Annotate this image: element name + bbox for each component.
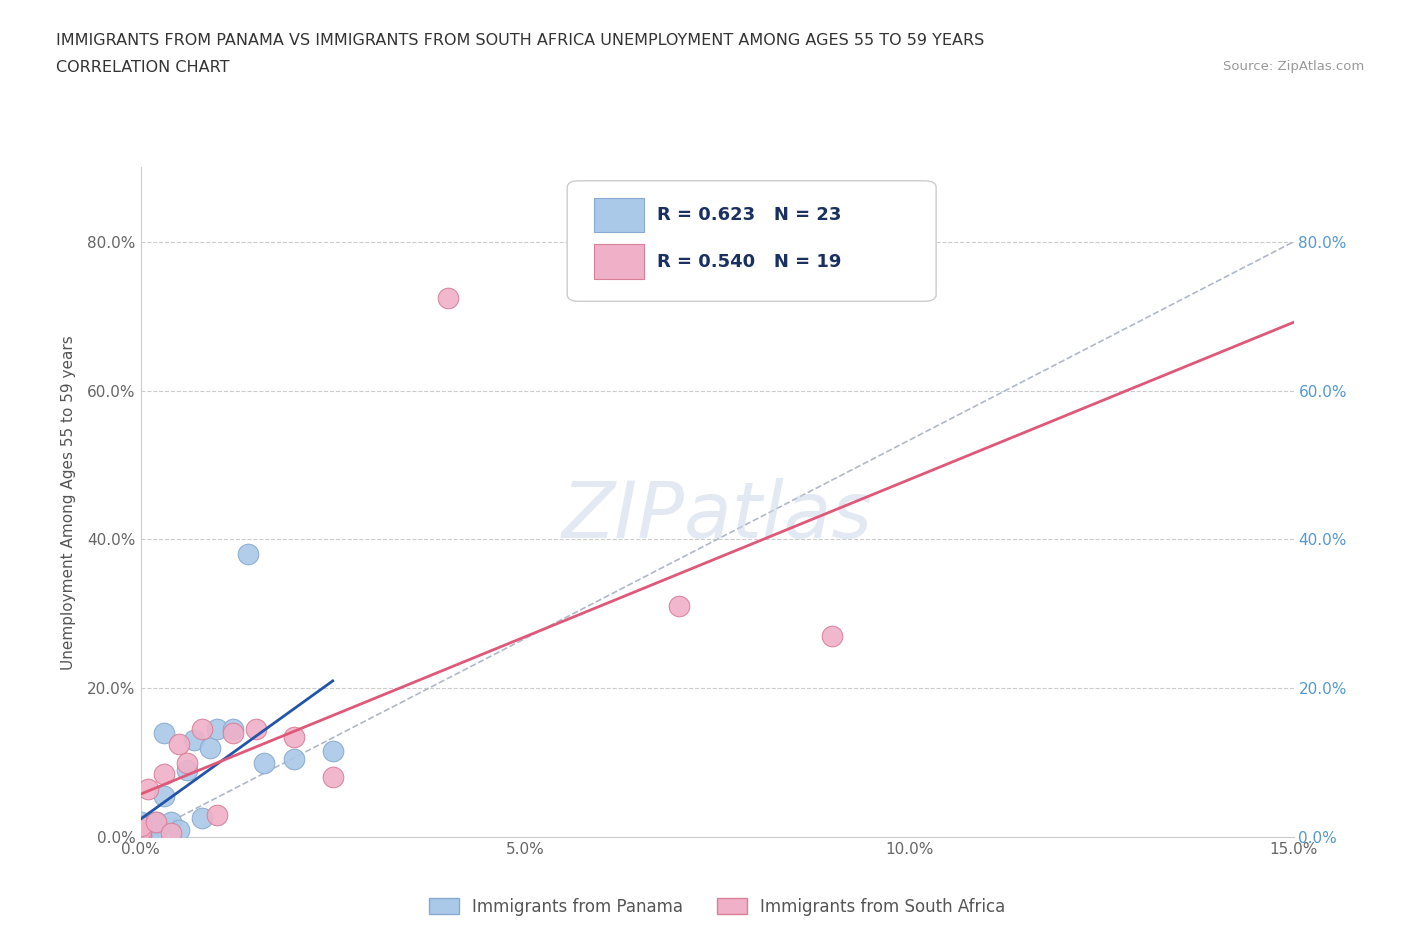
FancyBboxPatch shape <box>567 180 936 301</box>
Point <box>145 815 167 830</box>
Y-axis label: Unemployment Among Ages 55 to 59 years: Unemployment Among Ages 55 to 59 years <box>60 335 76 670</box>
Legend: Immigrants from Panama, Immigrants from South Africa: Immigrants from Panama, Immigrants from … <box>422 891 1012 923</box>
Point <box>183 733 205 748</box>
Point <box>668 599 690 614</box>
Point <box>283 729 305 744</box>
Point <box>160 826 183 841</box>
Point <box>176 755 198 770</box>
Point <box>176 763 198 777</box>
Point <box>129 830 152 844</box>
Point <box>238 547 260 562</box>
Point <box>245 722 267 737</box>
Point <box>322 770 344 785</box>
Point <box>145 815 167 830</box>
Point <box>191 722 214 737</box>
Point <box>129 815 152 830</box>
Point <box>198 740 221 755</box>
Point <box>152 789 174 804</box>
Point <box>207 722 229 737</box>
FancyBboxPatch shape <box>593 245 644 279</box>
Point <box>129 822 152 837</box>
Point <box>129 826 152 841</box>
Text: ZIPatlas: ZIPatlas <box>561 478 873 553</box>
Point <box>191 811 214 826</box>
Point <box>152 725 174 740</box>
Point <box>136 830 159 844</box>
Point <box>167 822 190 837</box>
Point <box>129 830 152 844</box>
FancyBboxPatch shape <box>593 197 644 232</box>
Point <box>129 818 152 833</box>
Point <box>283 751 305 766</box>
Point <box>167 737 190 751</box>
Point <box>152 766 174 781</box>
Point <box>129 822 152 837</box>
Point <box>252 755 274 770</box>
Point <box>129 826 152 841</box>
Text: CORRELATION CHART: CORRELATION CHART <box>56 60 229 75</box>
Point <box>222 722 245 737</box>
Point <box>136 818 159 833</box>
Text: Source: ZipAtlas.com: Source: ZipAtlas.com <box>1223 60 1364 73</box>
Point <box>222 725 245 740</box>
Point <box>322 744 344 759</box>
Point <box>136 826 159 841</box>
Point <box>207 807 229 822</box>
Text: IMMIGRANTS FROM PANAMA VS IMMIGRANTS FROM SOUTH AFRICA UNEMPLOYMENT AMONG AGES 5: IMMIGRANTS FROM PANAMA VS IMMIGRANTS FRO… <box>56 33 984 47</box>
Point <box>437 290 460 305</box>
Point <box>145 826 167 841</box>
Text: R = 0.623   N = 23: R = 0.623 N = 23 <box>657 206 841 224</box>
Point <box>160 815 183 830</box>
Text: R = 0.540   N = 19: R = 0.540 N = 19 <box>657 253 841 271</box>
Point <box>821 629 844 644</box>
Point <box>136 781 159 796</box>
